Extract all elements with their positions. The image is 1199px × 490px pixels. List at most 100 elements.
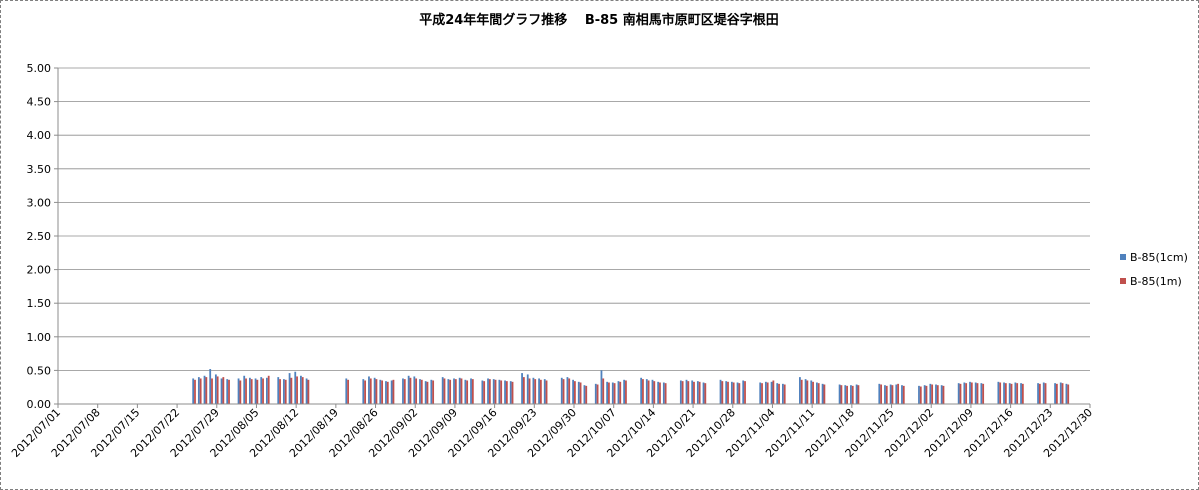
bar-b85-1cm xyxy=(929,383,932,404)
bar-b85-1m xyxy=(1016,383,1019,404)
bar-b85-1m xyxy=(1055,383,1058,404)
bar-b85-1cm xyxy=(895,384,898,404)
bar-b85-1m xyxy=(727,381,729,404)
bar-b85-1m xyxy=(579,382,582,404)
bar-b85-1cm xyxy=(1014,382,1017,404)
bar-b85-1m xyxy=(1038,383,1041,404)
bar-b85-1m xyxy=(381,380,384,404)
gridlines xyxy=(58,67,1090,405)
bar-b85-1m xyxy=(732,382,735,404)
bar-b85-1cm xyxy=(821,383,824,404)
bars xyxy=(192,369,1070,404)
bar-b85-1m xyxy=(608,382,610,404)
bar-b85-1cm xyxy=(696,381,699,404)
x-axis: 2012/07/012012/07/082012/07/152012/07/22… xyxy=(9,403,1095,460)
bar-b85-1m xyxy=(1021,383,1024,404)
bar-b85-1m xyxy=(1004,383,1007,404)
bar-b85-1m xyxy=(375,379,378,404)
bar-b85-1cm xyxy=(850,385,852,404)
bar-b85-1m xyxy=(738,383,741,404)
bar-b85-1m xyxy=(392,379,395,404)
bar-b85-1m xyxy=(806,380,809,404)
bar-b85-1m xyxy=(925,385,928,404)
bar-b85-1cm xyxy=(719,379,722,404)
bar-b85-1m xyxy=(693,381,695,404)
bar-b85-1m xyxy=(823,384,826,404)
bar-b85-1cm xyxy=(776,383,779,404)
bar-b85-1m xyxy=(483,381,486,404)
bar-b85-1m xyxy=(982,383,985,404)
bar-b85-1m xyxy=(194,379,196,404)
y-tick-label: 4.00 xyxy=(27,129,52,142)
bar-b85-1m xyxy=(211,378,213,404)
bar-b85-1cm xyxy=(606,381,609,404)
bar-b85-1cm xyxy=(691,380,694,404)
bar-b85-1m xyxy=(840,385,843,404)
bar-b85-1m xyxy=(812,381,814,404)
bar-b85-1cm xyxy=(197,377,200,404)
bar-b85-1m xyxy=(443,378,446,404)
bar-b85-1m xyxy=(1067,384,1070,404)
bar-b85-1m xyxy=(919,386,922,404)
bar-b85-1cm xyxy=(884,385,886,404)
bar-b85-1m xyxy=(653,381,656,404)
y-tick-label: 2.00 xyxy=(27,264,52,277)
bar-b85-1m xyxy=(199,378,202,404)
bar-b85-1cm xyxy=(543,379,546,404)
bar-b85-1m xyxy=(698,381,701,404)
bar-b85-1m xyxy=(307,379,310,404)
bar-b85-1cm xyxy=(379,379,382,404)
bar-b85-1cm xyxy=(424,381,427,404)
bar-b85-1cm xyxy=(957,383,960,404)
bar-b85-1m xyxy=(970,382,973,404)
bar-b85-1cm xyxy=(974,382,977,404)
bar-b85-1cm xyxy=(481,380,484,404)
bar-b85-1cm xyxy=(804,379,807,404)
bar-b85-1m xyxy=(500,380,503,404)
bar-b85-1m xyxy=(613,383,616,404)
bar-b85-1cm xyxy=(980,383,983,404)
bar-b85-1cm xyxy=(1054,383,1056,404)
legend-label-b85-1m: B-85(1m) xyxy=(1130,275,1182,288)
bar-b85-1cm xyxy=(997,381,1000,404)
bar-b85-1m xyxy=(239,380,242,404)
bar-b85-1m xyxy=(562,379,565,404)
bar-b85-1cm xyxy=(203,375,206,404)
bar-b85-1cm xyxy=(617,381,620,404)
bar-b85-1cm xyxy=(1037,383,1039,404)
bar-b85-1m xyxy=(347,379,349,404)
bar-b85-1cm xyxy=(901,385,903,404)
bar-b85-1m xyxy=(817,383,820,404)
bar-b85-1m xyxy=(885,385,888,404)
bar-b85-1cm xyxy=(685,379,688,404)
bar-b85-1m xyxy=(1061,383,1064,404)
bar-b85-1cm xyxy=(759,382,762,404)
y-tick-label: 3.50 xyxy=(27,163,52,176)
bar-b85-1m xyxy=(897,383,900,404)
bar-b85-1cm xyxy=(742,380,745,404)
bar-b85-1m xyxy=(681,381,684,404)
bar-b85-1m xyxy=(976,383,979,404)
bar-b85-1cm xyxy=(266,377,268,404)
bar-b85-1cm xyxy=(243,375,246,404)
bar-b85-1cm xyxy=(1059,382,1062,404)
bar-b85-1cm xyxy=(288,373,291,404)
bar-b85-1cm xyxy=(492,379,495,404)
bar-b85-1cm xyxy=(1003,382,1005,404)
bar-b85-1cm xyxy=(277,377,280,404)
bar-b85-1cm xyxy=(611,382,614,404)
bar-b85-1m xyxy=(965,383,968,404)
bar-b85-1cm xyxy=(844,385,847,404)
bar-b85-1m xyxy=(545,380,548,404)
y-tick-label: 4.50 xyxy=(27,96,52,109)
bar-b85-1m xyxy=(290,377,293,404)
bar-b85-1cm xyxy=(504,380,506,404)
bar-b85-1cm xyxy=(226,379,229,404)
bar-b85-1cm xyxy=(963,382,966,404)
bar-b85-1m xyxy=(449,379,452,404)
bar-b85-1m xyxy=(942,385,945,404)
bar-b85-1m xyxy=(471,379,474,404)
bar-b85-1cm xyxy=(810,380,813,404)
bar-b85-1m xyxy=(1010,383,1013,404)
